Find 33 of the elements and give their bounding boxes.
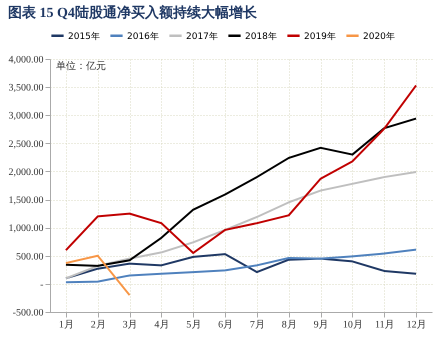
line-series <box>64 171 418 280</box>
y-tick-label: 1,000.00 <box>8 223 44 234</box>
line-series <box>64 118 418 267</box>
y-tick-label: 2,500.00 <box>8 138 44 150</box>
legend-label: 2020年 <box>363 30 395 42</box>
x-tick-label: 6月 <box>218 320 234 330</box>
annotation: 单位：亿元 <box>56 60 106 72</box>
line-series <box>64 84 418 254</box>
legend-label: 2015年 <box>68 30 100 42</box>
x-tick-label: 4月 <box>154 320 170 330</box>
x-tick-label: 3月 <box>122 320 138 330</box>
x-tick-label: 11月 <box>374 320 395 330</box>
y-tick-label: 3,500.00 <box>8 82 44 94</box>
legend-label: 2018年 <box>245 30 277 42</box>
x-tick-label: 8月 <box>282 320 297 330</box>
x-tick-label: 5月 <box>186 320 202 330</box>
y-tick-label: 2,000.00 <box>8 166 44 178</box>
y-tick-label: 4,000.00 <box>8 54 44 66</box>
y-tick-label: -500.00 <box>12 308 44 318</box>
y-tick-label: 3,000.00 <box>8 110 44 122</box>
legend-label: 2019年 <box>304 30 336 42</box>
chart-title: 图表 15 Q4陆股通净买入额持续大幅增长 <box>8 4 258 21</box>
x-tick-label: 2月 <box>90 320 106 330</box>
legend-label: 2016年 <box>127 30 159 42</box>
y-tick-label: - <box>40 279 44 290</box>
x-tick-label: 10月 <box>342 320 363 330</box>
y-tick-label: 500.00 <box>16 251 44 262</box>
x-tick-label: 7月 <box>250 320 265 330</box>
legend-label: 2017年 <box>186 30 218 42</box>
x-tick-label: 9月 <box>314 320 329 330</box>
y-tick-label: 1,500.00 <box>8 195 44 206</box>
x-tick-label: 12月 <box>406 320 427 330</box>
x-tick-label: 1月 <box>58 320 74 330</box>
